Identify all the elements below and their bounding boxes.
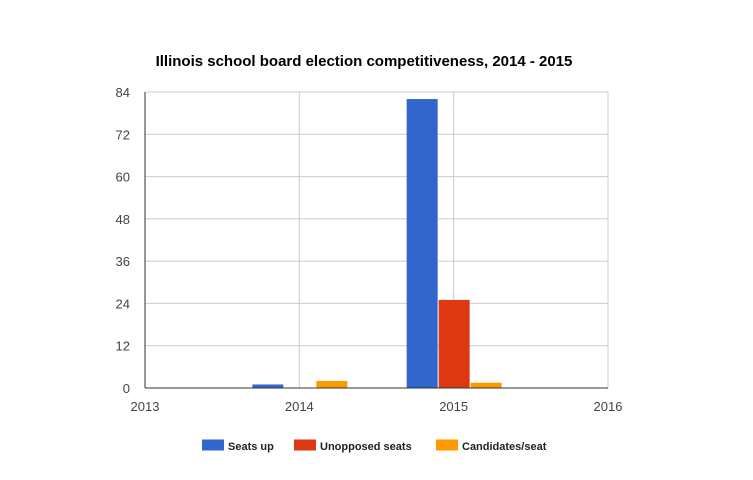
bar-candidates-seat-2015 [470,382,502,388]
y-tick-label: 12 [116,339,130,354]
axes [144,92,608,389]
legend-label: Unopposed seats [320,441,412,453]
x-tick-label: 2013 [131,399,160,414]
gridlines [145,91,609,388]
y-tick-label: 48 [116,212,130,227]
y-tick-label: 72 [116,127,130,142]
chart-title: Illinois school board election competiti… [156,53,573,70]
legend: Seats up Unopposed seats Candidates/seat [202,439,547,453]
legend-swatch [202,439,224,451]
y-tick-label: 24 [116,296,130,311]
bar-seats-up-2015 [406,99,438,389]
legend-item-seats-up: Seats up [202,439,274,453]
legend-swatch [294,439,316,451]
legend-item-candidates-seat: Candidates/seat [436,439,547,453]
bar-candidates-seat-2014 [316,380,348,388]
x-tick-label: 2015 [439,399,468,414]
legend-swatch [436,439,458,451]
legend-item-unopposed-seats: Unopposed seats [294,439,412,453]
y-tick-label: 60 [116,170,130,185]
legend-label: Seats up [228,441,274,453]
x-tick-label: 2016 [594,399,623,414]
x-axis-tick-labels: 2013 2014 2015 2016 [131,399,623,414]
y-tick-label: 36 [116,254,130,269]
bar-unopposed-seats-2015 [438,299,470,388]
legend-label: Candidates/seat [462,441,547,453]
bars [252,99,502,389]
y-axis-tick-labels: 0 12 24 36 48 60 72 84 [116,85,130,396]
x-tick-label: 2014 [285,399,314,414]
bar-seats-up-2014 [252,384,284,388]
y-tick-label: 0 [123,381,130,396]
y-tick-label: 84 [116,85,130,100]
